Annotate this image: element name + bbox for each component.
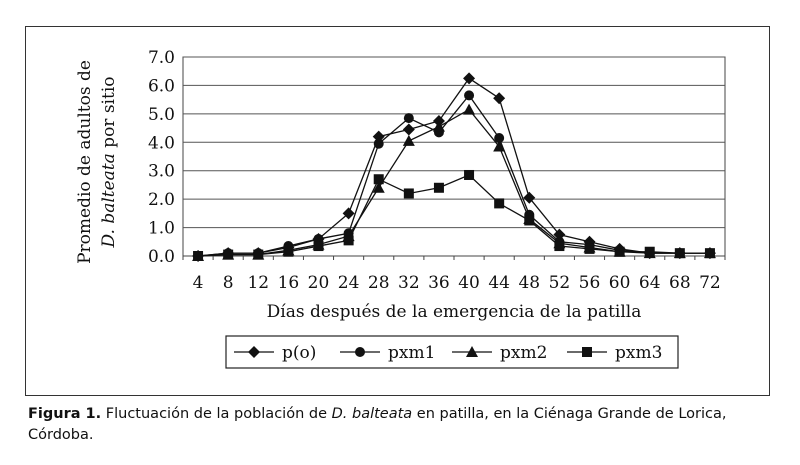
data-point-pxm2 (372, 181, 385, 193)
x-tick-label: 56 (579, 273, 601, 293)
legend-marker-pxm3 (582, 347, 592, 357)
data-point-p(o) (553, 228, 566, 241)
data-point-pxm3 (373, 174, 384, 185)
data-point-pxm3 (614, 246, 625, 257)
data-point-pxm3 (253, 249, 264, 260)
data-point-pxm1 (494, 133, 505, 144)
x-tick-label: 72 (699, 273, 721, 293)
x-tick-label: 52 (549, 273, 571, 293)
x-tick-label: 64 (639, 273, 661, 293)
series-line-p(o) (197, 77, 710, 257)
x-tick-labels: 4 8 12 16 20 24 28 32 36 40 44 48 52 56 60 64 68 72 (193, 273, 721, 293)
x-tick-label: 44 (488, 273, 510, 293)
data-point-pxm2 (493, 140, 506, 152)
data-point-p(o) (342, 207, 355, 220)
x-tick-label: 28 (368, 273, 390, 293)
x-tick-label: 60 (609, 273, 631, 293)
caption-species: D. balteata (331, 406, 413, 422)
series-line-pxm1 (197, 94, 710, 257)
data-point-pxm3 (433, 182, 444, 193)
data-point-p(o) (402, 123, 415, 136)
series-line-pxm2 (198, 108, 710, 257)
series-group (192, 72, 716, 262)
data-point-pxm3 (644, 246, 655, 257)
data-point-pxm3 (674, 248, 685, 259)
legend-marker-p(o) (248, 346, 260, 358)
legend-label-pxm2: pxm2 (500, 343, 547, 363)
x-axis-label: Días después de la emergencia de la pati… (267, 302, 642, 322)
x-tick-label: 12 (247, 273, 269, 293)
y-tick-label: 3.0 (148, 162, 175, 182)
y-tick-label: 2.0 (148, 190, 175, 210)
plot-area (182, 56, 726, 257)
caption-text-before: Fluctuación de la población de (101, 406, 332, 422)
legend-label-p(o): p(o) (282, 343, 316, 363)
y-tick-label: 5.0 (148, 105, 175, 125)
legend-marker-pxm1 (355, 347, 365, 357)
caption-text-after: en patilla, en la Ciénaga Grande de Lori… (28, 406, 727, 443)
y-tick-label: 6.0 (148, 76, 175, 96)
data-point-pxm3 (554, 241, 565, 252)
y-axis-label-line1: Promedio de adultos de (75, 60, 95, 264)
data-point-pxm1 (403, 113, 414, 124)
data-point-pxm3 (494, 198, 505, 209)
x-tick-label: 4 (193, 273, 204, 293)
y-tick-labels: 0.0 1.0 2.0 3.0 4.0 5.0 6.0 7.0 (148, 48, 175, 267)
data-point-p(o) (493, 92, 506, 105)
y-axis-label-rest: por sitio (99, 77, 119, 154)
data-point-pxm3 (464, 169, 475, 180)
data-point-p(o) (463, 72, 476, 85)
caption-lead: Figura 1. (28, 406, 102, 422)
data-point-pxm3 (704, 248, 715, 259)
y-tick-label: 1.0 (148, 219, 175, 239)
data-point-pxm3 (524, 215, 535, 226)
data-point-pxm3 (403, 188, 414, 199)
x-tick-label: 8 (223, 273, 234, 293)
x-tick-label: 40 (458, 273, 480, 293)
chart-frame (25, 26, 770, 396)
data-point-pxm2 (402, 134, 415, 146)
data-point-p(o) (523, 191, 536, 204)
data-point-pxm3 (283, 246, 294, 257)
series-line-pxm3 (198, 174, 710, 257)
legend-label-pxm3: pxm3 (615, 343, 662, 363)
legend: p(o) pxm1 pxm2 pxm3 (225, 335, 679, 369)
data-point-pxm3 (584, 243, 595, 254)
figure-caption: Figura 1. Fluctuación de la población de… (28, 404, 773, 446)
data-point-pxm1 (464, 90, 475, 101)
y-tick-label: 0.0 (148, 247, 175, 267)
data-point-pxm3 (193, 251, 204, 261)
y-axis-label-line2: D. balteata por sitio (99, 77, 119, 249)
x-tick-label: 68 (669, 273, 691, 293)
data-point-pxm3 (343, 235, 354, 246)
x-tick-label: 36 (428, 273, 450, 293)
x-tick-label: 32 (398, 273, 420, 293)
y-tick-label: 7.0 (148, 48, 175, 68)
x-tick-label: 20 (308, 273, 330, 293)
data-point-pxm2 (432, 120, 445, 132)
x-tick-label: 24 (338, 273, 360, 293)
gridlines (182, 56, 726, 260)
data-point-pxm3 (313, 241, 324, 252)
y-axis-label-species: D. balteata (99, 153, 119, 248)
data-point-p(o) (372, 130, 385, 143)
y-tick-label: 4.0 (148, 133, 175, 153)
legend-label-pxm1: pxm1 (388, 343, 435, 363)
data-point-pxm1 (373, 138, 384, 149)
x-tick-label: 16 (278, 273, 300, 293)
data-point-pxm3 (223, 249, 234, 260)
x-tick-label: 48 (518, 273, 540, 293)
data-point-pxm2 (463, 103, 476, 115)
legend-marker-pxm2 (466, 346, 478, 357)
line-chart: 0.0 1.0 2.0 3.0 4.0 5.0 6.0 7.0 4 8 12 16 20 24 28 32 3… (75, 48, 726, 369)
